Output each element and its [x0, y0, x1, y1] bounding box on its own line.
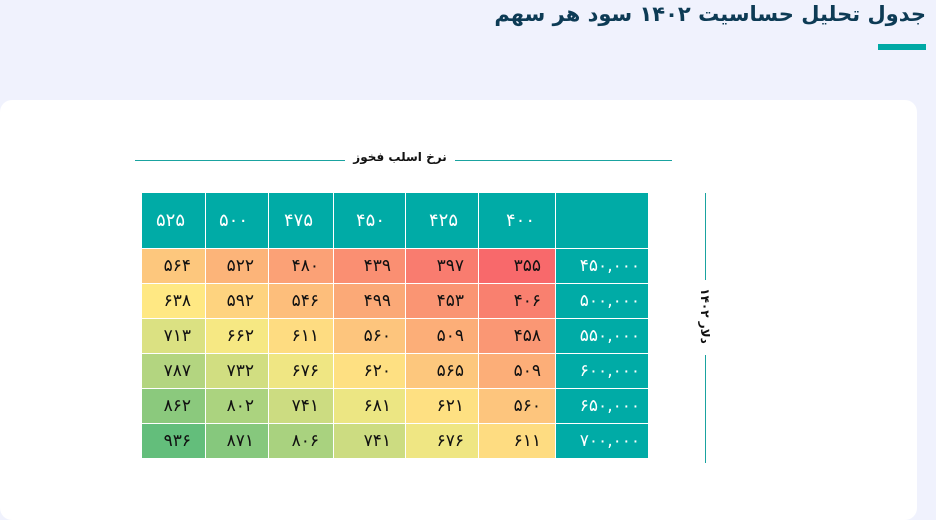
column-header: ۵۰۰ [205, 192, 269, 249]
table-cell: ۵۹۲ [205, 283, 269, 319]
column-header: ۴۷۵ [268, 192, 334, 249]
table-row: ۵۵۰,۰۰۰ ۴۵۸ ۵۰۹ ۵۶۰ ۶۱۱ ۶۶۲ ۷۱۳ [141, 318, 649, 354]
row-header: ۵۵۰,۰۰۰ [555, 318, 649, 354]
row-header: ۶۰۰,۰۰۰ [555, 353, 649, 389]
table-cell: ۴۳۹ [333, 248, 406, 284]
table-cell: ۶۱۱ [478, 423, 556, 459]
row-header: ۷۰۰,۰۰۰ [555, 423, 649, 459]
table-cell: ۶۲۱ [405, 388, 479, 424]
table-cell: ۷۸۷ [141, 353, 206, 389]
row-axis-line-top [705, 193, 706, 280]
row-axis-label: دلار ۱۴۰۲ [698, 288, 712, 344]
table-row: ۷۰۰,۰۰۰ ۶۱۱ ۶۷۶ ۷۴۱ ۸۰۶ ۸۷۱ ۹۳۶ [141, 423, 649, 459]
table-cell: ۷۳۲ [205, 353, 269, 389]
table-cell: ۷۴۱ [333, 423, 406, 459]
table-cell: ۶۷۶ [268, 353, 334, 389]
table-cell: ۶۶۲ [205, 318, 269, 354]
row-header: ۶۵۰,۰۰۰ [555, 388, 649, 424]
table-cell: ۵۶۴ [141, 248, 206, 284]
table-row: ۴۵۰,۰۰۰ ۳۵۵ ۳۹۷ ۴۳۹ ۴۸۰ ۵۲۲ ۵۶۴ [141, 248, 649, 284]
table-cell: ۶۲۰ [333, 353, 406, 389]
column-header: ۴۰۰ [478, 192, 556, 249]
row-header: ۵۰۰,۰۰۰ [555, 283, 649, 319]
table-cell: ۵۶۰ [333, 318, 406, 354]
table-cell: ۸۰۲ [205, 388, 269, 424]
table-cell: ۴۰۶ [478, 283, 556, 319]
table-row: ۶۵۰,۰۰۰ ۵۶۰ ۶۲۱ ۶۸۱ ۷۴۱ ۸۰۲ ۸۶۲ [141, 388, 649, 424]
column-header: ۴۵۰ [333, 192, 406, 249]
corner-cell [555, 192, 649, 249]
table-cell: ۳۵۵ [478, 248, 556, 284]
table-cell: ۴۹۹ [333, 283, 406, 319]
table-cell: ۸۷۱ [205, 423, 269, 459]
table-cell: ۵۶۵ [405, 353, 479, 389]
column-axis-line-left [135, 160, 345, 161]
table-cell: ۵۴۶ [268, 283, 334, 319]
sensitivity-table: ۴۰۰ ۴۲۵ ۴۵۰ ۴۷۵ ۵۰۰ ۵۲۵ ۴۵۰,۰۰۰ ۳۵۵ ۳۹۷ ۴۳۹ ۴۸۰ ۵۲۲… [141, 192, 649, 459]
header-row: ۴۰۰ ۴۲۵ ۴۵۰ ۴۷۵ ۵۰۰ ۵۲۵ [141, 192, 649, 249]
table-row: ۵۰۰,۰۰۰ ۴۰۶ ۴۵۳ ۴۹۹ ۵۴۶ ۵۹۲ ۶۳۸ [141, 283, 649, 319]
table-cell: ۷۴۱ [268, 388, 334, 424]
column-axis-line-right [455, 160, 672, 161]
table-cell: ۹۳۶ [141, 423, 206, 459]
table-cell: ۶۱۱ [268, 318, 334, 354]
table-cell: ۵۲۲ [205, 248, 269, 284]
table-cell: ۵۶۰ [478, 388, 556, 424]
table-cell: ۶۷۶ [405, 423, 479, 459]
table-cell: ۴۵۸ [478, 318, 556, 354]
table-cell: ۶۳۸ [141, 283, 206, 319]
table-cell: ۳۹۷ [405, 248, 479, 284]
table-cell: ۴۵۳ [405, 283, 479, 319]
table-cell: ۷۱۳ [141, 318, 206, 354]
table-cell: ۵۰۹ [405, 318, 479, 354]
table-cell: ۵۰۹ [478, 353, 556, 389]
table-cell: ۶۸۱ [333, 388, 406, 424]
table-row: ۶۰۰,۰۰۰ ۵۰۹ ۵۶۵ ۶۲۰ ۶۷۶ ۷۳۲ ۷۸۷ [141, 353, 649, 389]
title-underline [878, 44, 926, 50]
column-header: ۴۲۵ [405, 192, 479, 249]
row-header: ۴۵۰,۰۰۰ [555, 248, 649, 284]
table-cell: ۸۰۶ [268, 423, 334, 459]
page-title: جدول تحلیل حساسیت ۱۴۰۲ سود هر سهم [494, 2, 926, 26]
row-axis-line-bottom [705, 355, 706, 463]
column-axis-label: نرخ اسلب فخوز [353, 150, 447, 164]
table-cell: ۸۶۲ [141, 388, 206, 424]
column-header: ۵۲۵ [141, 192, 206, 249]
table-cell: ۴۸۰ [268, 248, 334, 284]
